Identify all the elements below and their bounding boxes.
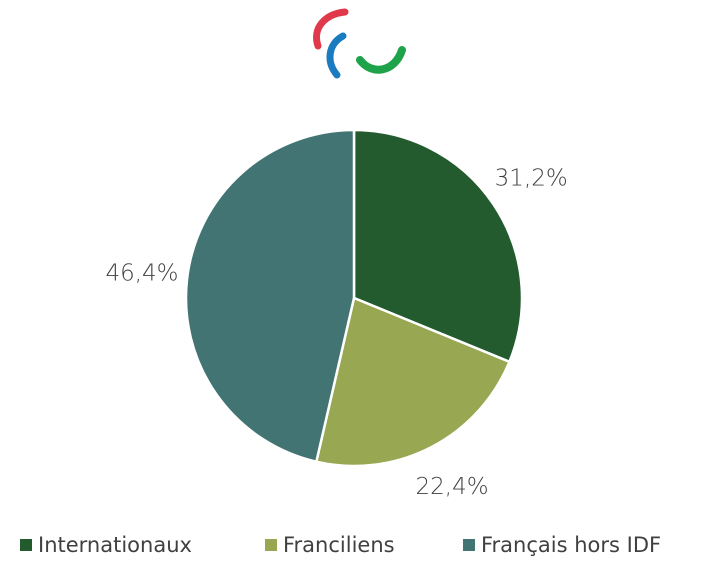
pie-slice	[352, 128, 524, 364]
legend-label: Français hors IDF	[481, 533, 661, 557]
pie-slice	[314, 296, 512, 468]
legend-marker	[265, 539, 277, 551]
legend-marker	[20, 539, 32, 551]
pie-slice	[184, 128, 356, 464]
data-label: 22,4%	[416, 474, 489, 500]
data-label: 46,4%	[105, 260, 178, 286]
logo	[313, 8, 406, 79]
legend-marker	[463, 539, 475, 551]
legend-label: Franciliens	[283, 533, 395, 557]
legend-label: Internationaux	[38, 533, 192, 557]
data-label: 31,2%	[495, 166, 568, 192]
